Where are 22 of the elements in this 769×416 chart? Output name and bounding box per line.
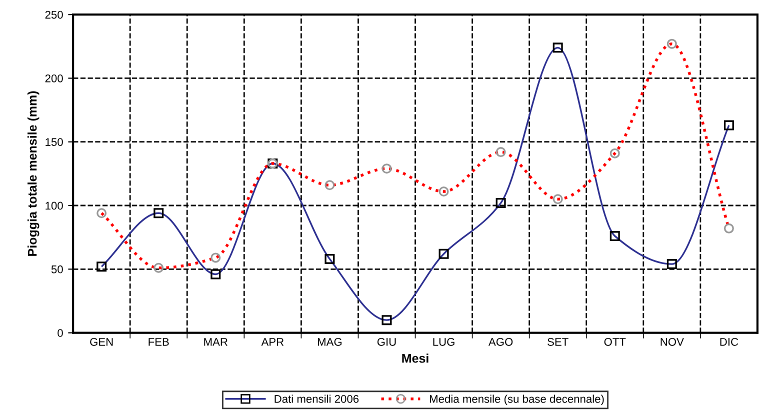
x-tick-label: SET [548, 338, 568, 346]
x-tick-label: AGO [488, 338, 513, 346]
x-tick-label: DIC [720, 338, 738, 346]
x-tick-label: LUG [433, 338, 454, 346]
y-tick-label: 250 [45, 10, 63, 19]
x-tick-label: NOV [660, 338, 684, 346]
y-tick-label: 50 [51, 265, 63, 274]
y-tick-label: 150 [46, 138, 63, 146]
y-axis-title: Pioggia totale mensile (mm) [28, 91, 40, 256]
x-tick-label: APR [261, 338, 284, 346]
x-tick-label: MAG [318, 338, 342, 346]
x-tick-label: GIU [377, 338, 396, 346]
x-tick-label: GEN [90, 338, 113, 346]
x-axis-title: Mesi [402, 354, 428, 363]
y-tick-label: 200 [45, 74, 63, 82]
y-tick-label: 0 [58, 329, 63, 337]
x-tick-label: OTT [604, 338, 626, 346]
legend-label: Dati mensili 2006 [274, 394, 359, 403]
y-tick-label: 100 [46, 202, 63, 210]
x-tick-label: FEB [148, 338, 169, 346]
legend-label: Media mensile (su base decennale) [430, 394, 604, 406]
x-tick-label: MAR [204, 338, 228, 346]
